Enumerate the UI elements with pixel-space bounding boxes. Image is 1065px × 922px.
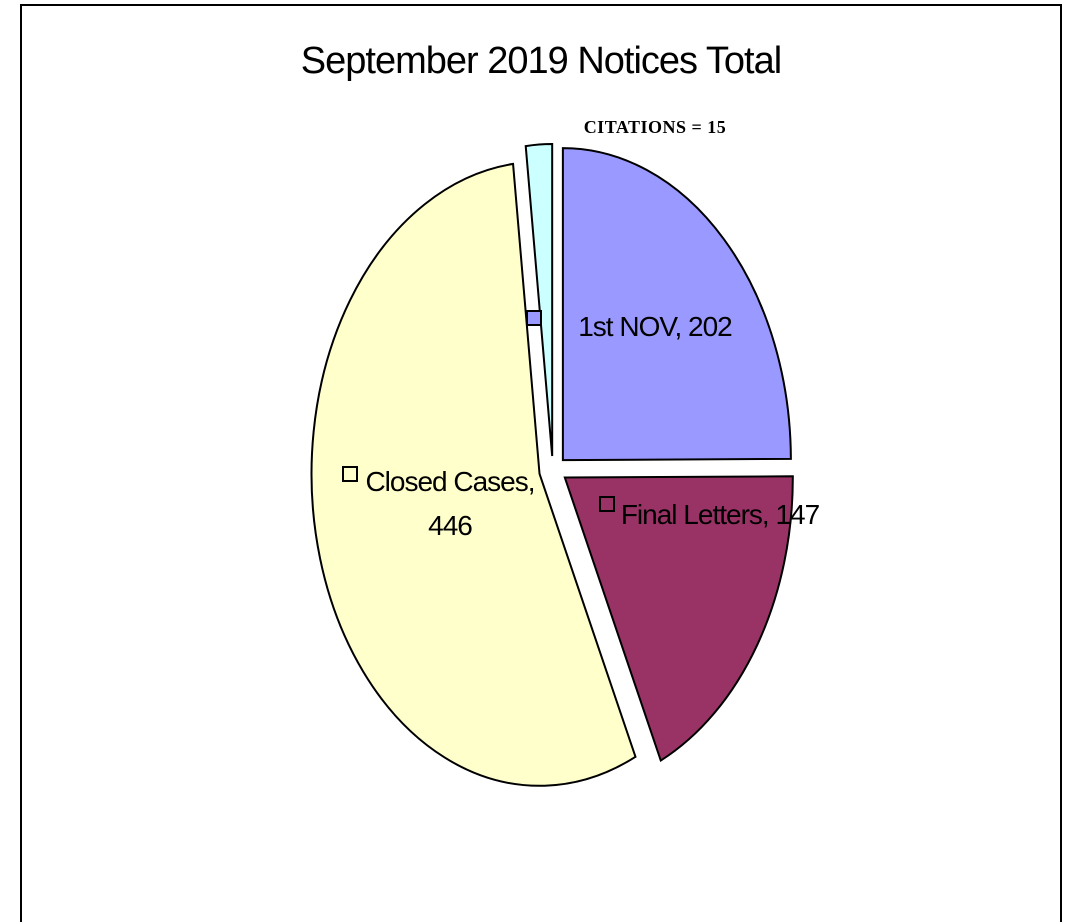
pie-slice (563, 475, 794, 763)
data-label: 1st NOV, 202 (578, 311, 733, 342)
legend-key (599, 496, 615, 512)
chart-title: September 2019 Notices Total (300, 40, 782, 82)
pie-slice (561, 147, 792, 462)
legend-key (342, 466, 358, 482)
chart-frame (20, 4, 1062, 922)
pie-slice (310, 162, 637, 787)
data-label: Closed Cases, 446 (365, 466, 535, 541)
pie-slice (524, 143, 554, 457)
data-label: CITATIONS = 15 (583, 117, 727, 137)
data-label: Final Letters, 147 (620, 499, 820, 530)
legend-key (526, 310, 542, 326)
